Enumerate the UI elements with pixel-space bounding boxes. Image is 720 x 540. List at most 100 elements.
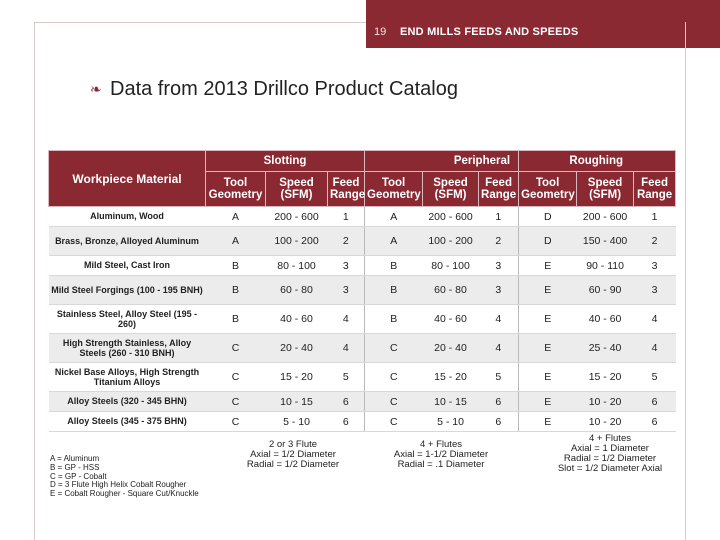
legend-item: B = GP - HSS bbox=[50, 462, 100, 472]
table-cell: 3 bbox=[633, 255, 676, 276]
col-header: Feed Range bbox=[478, 171, 520, 207]
col-header: Speed (SFM) bbox=[422, 171, 480, 207]
table-cell: 150 - 400 bbox=[576, 226, 634, 256]
table-cell: 6 bbox=[633, 391, 676, 412]
table-cell: 10 - 15 bbox=[265, 391, 328, 412]
table-cell: 5 - 10 bbox=[422, 411, 479, 432]
table-cell: E bbox=[518, 391, 577, 412]
table-cell: 1 bbox=[633, 206, 676, 227]
table-cell: 4 bbox=[633, 333, 676, 363]
header-roughing: Roughing bbox=[518, 150, 677, 172]
table-cell: 5 bbox=[327, 362, 366, 392]
subtitle: ❧ Data from 2013 Drillco Product Catalog bbox=[90, 78, 458, 101]
table-cell: 4 bbox=[478, 304, 520, 334]
table-cell: 40 - 60 bbox=[265, 304, 328, 334]
table-row: Alloy Steels (345 - 375 BHN) C 5 - 10 6 C 5 -… bbox=[48, 411, 676, 432]
table-cell: 200 - 600 bbox=[576, 206, 634, 227]
col-header: Speed (SFM) bbox=[265, 171, 328, 207]
table-cell: B bbox=[364, 275, 423, 305]
frame-left-line bbox=[34, 22, 35, 540]
table-cell: C bbox=[364, 362, 423, 392]
col-header: Tool Geometry bbox=[518, 171, 578, 207]
col-header: Tool Geometry bbox=[205, 171, 266, 207]
header-bar bbox=[366, 0, 720, 48]
table-cell: 1 bbox=[478, 206, 520, 227]
table-cell: 15 - 20 bbox=[422, 362, 479, 392]
table-cell: 60 - 80 bbox=[265, 275, 328, 305]
footnote-line: 4 + Flutes bbox=[589, 433, 631, 444]
table-cell: 100 - 200 bbox=[422, 226, 479, 256]
table-cell: 6 bbox=[327, 411, 366, 432]
table-cell: 6 bbox=[478, 411, 520, 432]
table-cell: 5 bbox=[478, 362, 520, 392]
col-header: Tool Geometry bbox=[364, 171, 424, 207]
table-cell: E bbox=[518, 275, 577, 305]
table-cell: C bbox=[205, 391, 266, 412]
subtitle-text: Data from 2013 Drillco Product Catalog bbox=[110, 78, 458, 100]
legend-item: E = Cobalt Rougher - Square Cut/Knuckle bbox=[50, 489, 199, 499]
table-cell: A bbox=[364, 226, 423, 256]
table-cell: C bbox=[205, 362, 266, 392]
table-cell: 3 bbox=[478, 255, 520, 276]
table-cell: 200 - 600 bbox=[422, 206, 479, 227]
material-cell: Alloy Steels (320 - 345 BHN) bbox=[48, 391, 206, 412]
table-cell: B bbox=[205, 275, 266, 305]
table-cell: E bbox=[518, 333, 577, 363]
col-header: Feed Range bbox=[633, 171, 677, 207]
table-cell: 6 bbox=[633, 411, 676, 432]
table-cell: 20 - 40 bbox=[265, 333, 328, 363]
table-row: Nickel Base Alloys, High Strength Titani… bbox=[48, 362, 676, 392]
table-cell: C bbox=[205, 411, 266, 432]
material-cell: Stainless Steel, Alloy Steel (195 - 260) bbox=[48, 304, 206, 334]
table-cell: 200 - 600 bbox=[265, 206, 328, 227]
table-cell: 100 - 200 bbox=[265, 226, 328, 256]
table-row: Mild Steel Forgings (100 - 195 BNH) B 60 -… bbox=[48, 275, 676, 305]
material-cell: Aluminum, Wood bbox=[48, 206, 206, 227]
table-cell: C bbox=[364, 391, 423, 412]
table-cell: 80 - 100 bbox=[265, 255, 328, 276]
material-cell: Mild Steel Forgings (100 - 195 BNH) bbox=[48, 275, 206, 305]
frame-right-line bbox=[685, 22, 686, 540]
table-cell: 4 bbox=[327, 333, 366, 363]
material-cell: Alloy Steels (345 - 375 BHN) bbox=[48, 411, 206, 432]
bullet-icon: ❧ bbox=[90, 81, 102, 98]
material-cell: High Strength Stainless, Alloy Steels (2… bbox=[48, 333, 206, 363]
table-cell: 25 - 40 bbox=[576, 333, 634, 363]
table-cell: 2 bbox=[478, 226, 520, 256]
header-title: END MILLS FEEDS AND SPEEDS bbox=[400, 26, 579, 38]
table-cell: 20 - 40 bbox=[422, 333, 479, 363]
table-cell: A bbox=[364, 206, 423, 227]
table-cell: 2 bbox=[633, 226, 676, 256]
page-number: 19 bbox=[374, 26, 387, 38]
table-cell: 40 - 60 bbox=[422, 304, 479, 334]
table-cell: 80 - 100 bbox=[422, 255, 479, 276]
material-cell: Brass, Bronze, Alloyed Aluminum bbox=[48, 226, 206, 256]
table-cell: 60 - 80 bbox=[422, 275, 479, 305]
table-cell: E bbox=[518, 304, 577, 334]
table-cell: 60 - 90 bbox=[576, 275, 634, 305]
table-cell: 3 bbox=[478, 275, 520, 305]
table-cell: B bbox=[364, 304, 423, 334]
table-cell: E bbox=[518, 411, 577, 432]
table-cell: E bbox=[518, 255, 577, 276]
table-cell: E bbox=[518, 362, 577, 392]
frame-top-line bbox=[34, 22, 366, 23]
legend-item: D = 3 Flute High Helix Cobalt Rougher bbox=[50, 480, 187, 490]
table-cell: 5 - 10 bbox=[265, 411, 328, 432]
table-cell: 6 bbox=[478, 391, 520, 412]
table-cell: D bbox=[518, 206, 577, 227]
table-cell: B bbox=[364, 255, 423, 276]
table-cell: 15 - 20 bbox=[265, 362, 328, 392]
table-cell: A bbox=[205, 226, 266, 256]
table-cell: 3 bbox=[327, 255, 366, 276]
table-cell: 1 bbox=[327, 206, 366, 227]
header-peripheral: Peripheral bbox=[364, 150, 520, 172]
col-header: Speed (SFM) bbox=[576, 171, 635, 207]
material-cell: Nickel Base Alloys, High Strength Titani… bbox=[48, 362, 206, 392]
table-cell: B bbox=[205, 304, 266, 334]
table-cell: 5 bbox=[633, 362, 676, 392]
table-cell: 6 bbox=[327, 391, 366, 412]
table-row: Mild Steel, Cast Iron B 80 - 100 3 B 80 - 100… bbox=[48, 255, 676, 276]
table-cell: 40 - 60 bbox=[576, 304, 634, 334]
header-slotting: Slotting bbox=[204, 150, 366, 172]
